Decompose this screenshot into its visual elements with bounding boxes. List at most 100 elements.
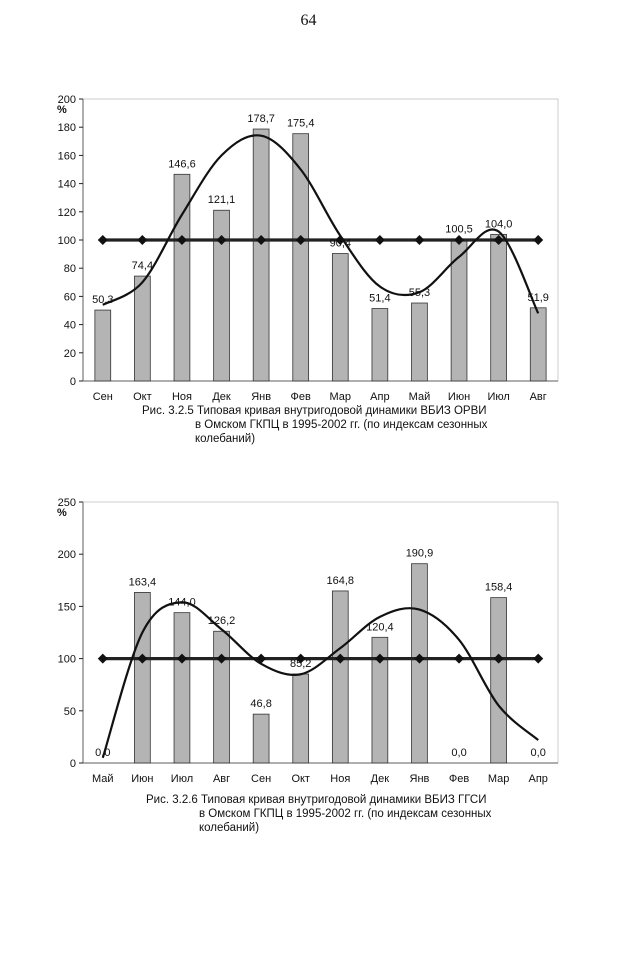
data-label: 121,1 [208, 194, 236, 206]
bar [94, 309, 112, 382]
data-label: 146,6 [168, 158, 196, 170]
reference-marker [533, 235, 544, 245]
bar [173, 173, 191, 382]
bar [371, 308, 389, 382]
reference-marker [493, 653, 504, 664]
y-tick-label: 160 [58, 150, 76, 162]
chart-orvi-plot: 0 20 40 60 80 100 120 140 160 180 200% Сен Окт Ноя Дек… [57, 94, 559, 403]
plot-frame [82, 501, 559, 764]
reference-marker [216, 653, 227, 664]
reference-marker [256, 235, 267, 245]
data-label: 50,3 [92, 294, 113, 306]
reference-marker [493, 235, 504, 245]
reference-marker [216, 235, 227, 245]
x-tick-label: Фев [449, 773, 469, 785]
reference-marker [414, 235, 425, 245]
x-tick-label: Мар [488, 773, 510, 785]
bar [490, 233, 507, 382]
reference-marker [137, 653, 148, 664]
bar [490, 597, 507, 764]
bar [134, 592, 151, 764]
data-label: 120,4 [366, 621, 394, 633]
page-number: 64 [300, 12, 317, 29]
bar [331, 253, 349, 382]
x-tick-label: Июл [171, 773, 193, 785]
trend-curve [102, 134, 540, 314]
bar [173, 612, 191, 764]
bar [213, 209, 230, 382]
reference-marker [454, 653, 465, 664]
bar [292, 673, 310, 764]
x-tick-label: Янв [410, 773, 430, 785]
bar [134, 275, 151, 382]
bar [292, 133, 310, 382]
data-label: 46,8 [250, 698, 271, 710]
y-tick-label: 100 [58, 654, 76, 666]
bar [371, 636, 389, 764]
reference-marker [176, 235, 187, 245]
y-axis-unit: % [57, 104, 67, 116]
y-tick-label: 120 [58, 207, 76, 219]
x-tick-label: Май [409, 391, 431, 403]
bar [252, 713, 270, 764]
y-tick-label: 0 [70, 376, 76, 388]
x-tick-label: Апр [528, 773, 547, 785]
chart-ggsi-plot: 0 50 100 150 200 250% Май Июн Июл Авг Сен Окт Ноя Дек… [57, 497, 559, 785]
reference-marker [335, 235, 346, 245]
reference-marker [533, 653, 544, 664]
data-label: 0,0 [451, 747, 466, 759]
data-label: 144,0 [168, 597, 196, 609]
data-label: 175,4 [287, 118, 315, 130]
data-label: 163,4 [129, 576, 157, 588]
y-tick-label: 200 [58, 94, 76, 106]
y-tick-label: 60 [64, 291, 76, 303]
y-tick-label: 250 [58, 497, 76, 509]
x-tick-label: Мар [330, 391, 352, 403]
data-label: 158,4 [485, 582, 513, 594]
reference-marker [454, 235, 465, 245]
x-tick-label: Дек [371, 773, 390, 785]
data-label: 126,2 [208, 615, 236, 627]
chart-ggsi: 0 50 100 150 200 250% Май Июн Июл Авг Сен Окт Ноя Дек… [0, 490, 617, 860]
data-label: 178,7 [247, 113, 275, 125]
reference-marker [374, 653, 385, 664]
x-tick-label: Авг [213, 773, 230, 785]
reference-marker [335, 653, 346, 664]
chart-ggsi-caption: Рис. 3.2.6 Типовая кривая внутригодовой … [146, 793, 491, 835]
x-tick-label: Май [92, 773, 114, 785]
data-label: 104,0 [485, 218, 513, 230]
reference-marker [295, 235, 306, 245]
bar [213, 630, 230, 764]
caption-line-2: в Омском ГКПЦ в 1995-2002 гг. (по индекс… [199, 808, 492, 820]
chart-orvi: 0 20 40 60 80 100 120 140 160 180 200% Сен Окт Ноя Дек… [0, 88, 617, 468]
reference-marker [414, 653, 425, 664]
data-label: 51,4 [369, 293, 390, 305]
y-tick-label: 80 [64, 263, 76, 275]
reference-marker [176, 653, 187, 664]
caption-line-2: в Омском ГКПЦ в 1995-2002 гг. (по индекс… [195, 419, 488, 431]
bar [331, 590, 349, 764]
trend-curve [101, 601, 539, 759]
caption-line-3: колебаний) [199, 822, 260, 834]
caption-line-3: колебаний) [195, 433, 256, 445]
y-tick-label: 150 [58, 601, 76, 613]
x-tick-label: Окт [133, 391, 152, 403]
data-label: 190,9 [406, 548, 434, 560]
x-tick-label: Ноя [172, 391, 192, 403]
data-label: 100,5 [445, 223, 473, 235]
y-tick-label: 40 [64, 320, 76, 332]
y-axis-unit: % [57, 507, 67, 519]
reference-marker [97, 235, 108, 245]
y-tick-label: 200 [58, 549, 76, 561]
x-tick-label: Сен [93, 391, 113, 403]
reference-marker [97, 653, 108, 664]
caption-line-1: Рис. 3.2.5 Типовая кривая внутригодовой … [142, 405, 487, 417]
x-tick-label: Июн [131, 773, 153, 785]
y-tick-label: 140 [58, 179, 76, 191]
data-label: 90,4 [330, 238, 351, 250]
reference-marker [137, 235, 148, 245]
data-label: 0,0 [95, 747, 110, 759]
y-tick-label: 50 [64, 706, 76, 718]
data-label: 85,2 [290, 658, 311, 670]
x-tick-label: Фев [291, 391, 311, 403]
